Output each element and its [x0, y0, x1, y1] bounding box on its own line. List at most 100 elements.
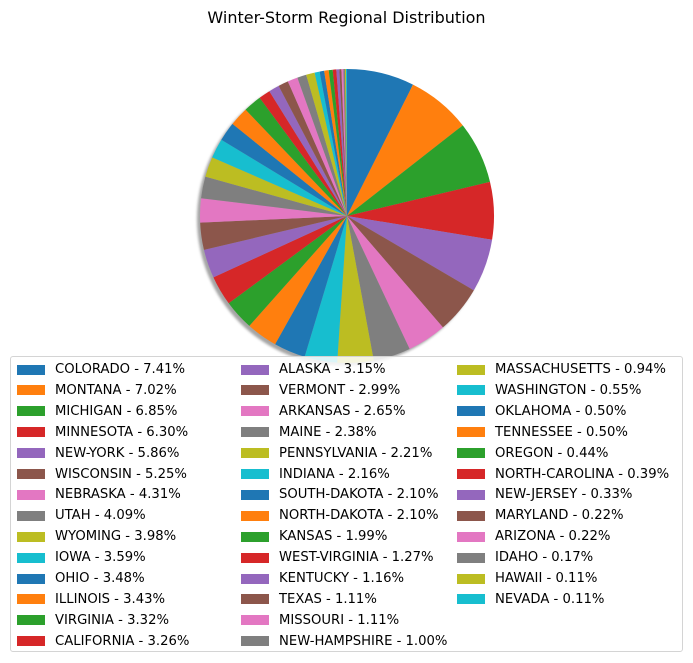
legend-item-utah: UTAH - 4.09%	[17, 505, 146, 526]
legend-swatch	[241, 531, 269, 542]
legend-label: SOUTH-DAKOTA - 2.10%	[279, 487, 439, 503]
legend-label: NEVADA - 0.11%	[495, 591, 605, 607]
legend-item-washington: WASHINGTON - 0.55%	[457, 380, 641, 401]
legend-swatch	[241, 510, 269, 521]
legend-item-arkansas: ARKANSAS - 2.65%	[241, 401, 406, 422]
legend-swatch	[17, 531, 45, 542]
legend-item-south-dakota: SOUTH-DAKOTA - 2.10%	[241, 484, 438, 505]
legend-label: ARIZONA - 0.22%	[495, 529, 611, 545]
pie-slice-kansas	[245, 97, 347, 216]
pie-slice-ohio	[275, 216, 347, 357]
legend-label: WISCONSIN - 5.25%	[55, 466, 187, 482]
legend-swatch	[17, 448, 45, 459]
pie-slice-hawaii	[344, 69, 347, 216]
pie-slice-colorado	[347, 68, 413, 216]
legend-swatch	[17, 406, 45, 417]
legend-label: WYOMING - 3.98%	[55, 529, 177, 545]
legend-item-new-york: NEW-YORK - 5.86%	[17, 443, 179, 464]
pie-slice-north-dakota	[232, 109, 347, 216]
pie-slice-new-jersey	[336, 69, 347, 216]
legend-item-nebraska: NEBRASKA - 4.31%	[17, 484, 181, 505]
pie-slice-washington	[314, 71, 347, 216]
legend-item-tennessee: TENNESSEE - 0.50%	[457, 422, 628, 443]
legend-label: ARKANSAS - 2.65%	[279, 403, 406, 419]
legend-item-california: CALIFORNIA - 3.26%	[17, 631, 189, 652]
legend-label: MISSOURI - 1.11%	[279, 612, 400, 628]
legend-swatch	[457, 406, 485, 417]
legend-label: ALASKA - 3.15%	[279, 362, 386, 377]
legend-item-hawaii: HAWAII - 0.11%	[457, 568, 597, 589]
legend-item-iowa: IOWA - 3.59%	[17, 547, 146, 568]
legend-label: PENNSYLVANIA - 2.21%	[279, 445, 433, 461]
legend-label: IOWA - 3.59%	[55, 550, 146, 566]
legend-item-idaho: IDAHO - 0.17%	[457, 547, 593, 568]
legend-swatch	[457, 489, 485, 500]
pie-slice-utah	[347, 216, 410, 361]
legend-swatch	[17, 385, 45, 396]
legend-label: NEBRASKA - 4.31%	[55, 487, 181, 503]
legend-swatch	[17, 615, 45, 626]
pie-slice-california	[213, 216, 347, 304]
legend-swatch	[457, 531, 485, 542]
legend-item-north-dakota: NORTH-DAKOTA - 2.10%	[241, 505, 439, 526]
legend-item-minnesota: MINNESOTA - 6.30%	[17, 422, 188, 443]
pie-slice-maryland	[339, 69, 347, 216]
legend-label: ILLINOIS - 3.43%	[55, 591, 166, 607]
legend-item-vermont: VERMONT - 2.99%	[241, 380, 400, 401]
legend-swatch	[241, 406, 269, 417]
pie-slice-montana	[347, 84, 463, 216]
legend-label: OKLAHOMA - 0.50%	[495, 403, 627, 419]
legend-label: CALIFORNIA - 3.26%	[55, 633, 190, 649]
pie-slice-pennsylvania	[205, 157, 347, 216]
legend-swatch	[457, 448, 485, 459]
legend-label: NORTH-CAROLINA - 0.39%	[495, 466, 670, 482]
legend-item-oklahoma: OKLAHOMA - 0.50%	[457, 401, 626, 422]
legend-swatch	[457, 510, 485, 521]
pie-slice-arizona	[341, 69, 347, 216]
legend-label: NEW-JERSEY - 0.33%	[495, 487, 633, 503]
legend-swatch	[457, 573, 485, 584]
legend-label: UTAH - 4.09%	[55, 508, 146, 524]
pie-slice-indiana	[212, 139, 347, 216]
legend-item-maryland: MARYLAND - 0.22%	[457, 505, 624, 526]
pie-slice-west-virginia	[259, 91, 347, 216]
legend-label: NORTH-DAKOTA - 2.10%	[279, 508, 439, 524]
legend-swatch	[457, 385, 485, 396]
chart-title: Winter-Storm Regional Distribution	[207, 8, 486, 27]
legend-item-texas: TEXAS - 1.11%	[241, 589, 377, 610]
legend-label: COLORADO - 7.41%	[55, 362, 186, 377]
legend-label: VERMONT - 2.99%	[279, 382, 401, 398]
pie-slice-massachusetts	[306, 72, 347, 217]
legend-item-new-hampshire: NEW-HAMPSHIRE - 1.00%	[241, 631, 447, 652]
legend-swatch	[241, 594, 269, 605]
pie-slice-wisconsin	[347, 216, 474, 328]
pie-slice-new-hampshire	[297, 74, 347, 216]
pie-slice-kentucky	[269, 85, 347, 217]
legend-label: VIRGINIA - 3.32%	[55, 612, 169, 628]
legend-item-kansas: KANSAS - 1.99%	[241, 526, 387, 547]
legend-item-missouri: MISSOURI - 1.11%	[241, 610, 399, 631]
legend-swatch	[241, 573, 269, 584]
legend-item-ohio: OHIO - 3.48%	[17, 568, 145, 589]
legend-item-montana: MONTANA - 7.02%	[17, 380, 177, 401]
legend-swatch	[241, 448, 269, 459]
legend-item-michigan: MICHIGAN - 6.85%	[17, 401, 177, 422]
legend-swatch	[17, 510, 45, 521]
legend-label: TENNESSEE - 0.50%	[495, 424, 628, 440]
legend-swatch	[241, 489, 269, 500]
legend-label: WEST-VIRGINIA - 1.27%	[279, 550, 434, 566]
legend-item-kentucky: KENTUCKY - 1.16%	[241, 568, 404, 589]
legend-label: INDIANA - 2.16%	[279, 466, 390, 482]
legend-swatch	[17, 594, 45, 605]
legend-item-massachusetts: MASSACHUSETTS - 0.94%	[457, 359, 666, 380]
pie-slice-nevada	[345, 68, 347, 216]
legend-item-north-carolina: NORTH-CAROLINA - 0.39%	[457, 464, 669, 485]
legend-swatch	[17, 469, 45, 479]
legend-swatch	[241, 615, 269, 626]
pie-slice-south-dakota	[221, 123, 347, 216]
pie-slice-idaho	[343, 69, 347, 216]
legend-label: NEW-HAMPSHIRE - 1.00%	[279, 633, 448, 649]
legend-swatch	[241, 469, 269, 479]
legend-item-pennsylvania: PENNSYLVANIA - 2.21%	[241, 443, 432, 464]
legend-item-virginia: VIRGINIA - 3.32%	[17, 610, 169, 631]
